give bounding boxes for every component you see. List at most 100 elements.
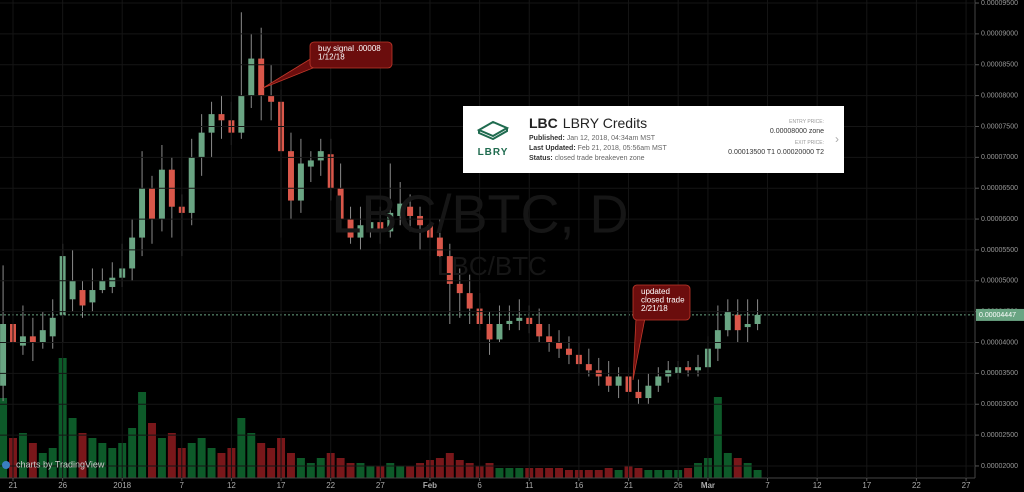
- volume-bar: [743, 463, 752, 478]
- x-tick-label: 2018: [113, 481, 131, 490]
- candle-body: [317, 151, 324, 161]
- logo-icon: [476, 120, 510, 141]
- volume-bar: [316, 458, 325, 478]
- volume-bar: [148, 423, 156, 478]
- candle-body: [109, 277, 116, 287]
- y-tick-label: 0.00002500: [981, 432, 1018, 439]
- volume-bar: [366, 466, 375, 478]
- volume-bar: [167, 433, 176, 478]
- volume-bar: [356, 463, 365, 478]
- volume-bar: [555, 468, 564, 478]
- candle-body: [436, 237, 443, 257]
- volume-bar: [386, 463, 395, 478]
- x-tick-label: 17: [862, 481, 871, 490]
- candle-body: [714, 330, 721, 349]
- candle-body: [754, 314, 761, 324]
- x-tick-label: Feb: [423, 481, 437, 490]
- x-tick-label: Mar: [701, 481, 715, 490]
- candle-body: [238, 95, 245, 133]
- logo: LBRY: [471, 116, 515, 158]
- volume-bar: [733, 458, 742, 478]
- x-tick-label: 21: [9, 481, 18, 490]
- volume-bar: [237, 418, 246, 478]
- volume-bar: [157, 438, 166, 478]
- candle-body: [615, 376, 622, 386]
- card-arrow: ›: [835, 132, 839, 146]
- last-price-label: 0.00004447: [979, 312, 1016, 319]
- candle-body: [158, 169, 165, 220]
- annotation-text: 1/12/18: [318, 53, 345, 62]
- y-tick-label: 0.00002000: [981, 463, 1018, 470]
- watermark-sub: LBC/BTC: [437, 251, 547, 281]
- y-tick-label: 0.00007000: [981, 154, 1018, 161]
- candle-body: [417, 215, 424, 226]
- volume-bar: [535, 468, 544, 478]
- volume-bar: [406, 466, 415, 478]
- candle-body: [744, 323, 751, 328]
- candle-body: [556, 342, 563, 349]
- y-tick-label: 0.00004000: [981, 339, 1018, 346]
- volume-bar: [495, 468, 504, 478]
- candle-body: [288, 151, 294, 201]
- symbol: LBC: [529, 115, 558, 131]
- candle-body: [208, 114, 215, 133]
- updated-label: Last Updated:: [529, 145, 576, 152]
- x-tick-label: 27: [376, 481, 385, 490]
- candle-body: [506, 320, 513, 324]
- volume-bar: [505, 468, 514, 478]
- candle-body: [536, 323, 543, 337]
- x-tick-label: 7: [180, 481, 185, 490]
- volume-bar: [247, 433, 256, 478]
- volume-bar: [88, 438, 97, 478]
- candle-body: [139, 188, 146, 238]
- volume-bar: [634, 468, 643, 478]
- candle-body: [29, 336, 36, 343]
- candle-body: [645, 385, 652, 399]
- candle-body: [19, 336, 26, 346]
- candle-body: [258, 58, 265, 96]
- published-label: Published:: [529, 135, 565, 142]
- annotation-box: [309, 41, 393, 69]
- candle-body: [397, 203, 404, 216]
- volume-bar: [396, 466, 405, 478]
- candle-body: [605, 376, 612, 386]
- candle-body: [695, 367, 701, 371]
- candle-body: [367, 222, 374, 229]
- exit-label: EXIT PRICE:: [794, 140, 824, 146]
- y-tick-label: 0.00003500: [981, 370, 1018, 377]
- updated: Feb 21, 2018, 05:56am MST: [577, 145, 667, 152]
- candle-body: [387, 212, 394, 232]
- y-tick-label: 0.00003000: [981, 401, 1018, 408]
- volume-bar: [416, 463, 425, 478]
- volume-bar: [207, 448, 216, 478]
- candle-body: [685, 367, 692, 371]
- y-tick-label: 0.00006500: [981, 185, 1018, 192]
- volume-bar: [594, 470, 603, 478]
- candle-body: [129, 237, 136, 269]
- volume-bar: [187, 443, 196, 478]
- entry-price: 0.00008000 zone: [769, 128, 824, 135]
- candle-body: [149, 188, 155, 220]
- status: closed trade breakeven zone: [554, 155, 645, 162]
- annotation-pointer: [632, 317, 646, 381]
- card-prices: ENTRY PRICE: 0.00008000 zone EXIT PRICE:…: [728, 118, 824, 157]
- candle-body: [248, 58, 255, 96]
- status-label: Status:: [529, 155, 553, 162]
- candle-body: [49, 317, 56, 337]
- x-tick-label: 22: [912, 481, 921, 490]
- info-card[interactable]: LBRY LBC LBRY Credits Published: Jan 12, …: [463, 106, 844, 173]
- annotation-box: [632, 284, 691, 321]
- volume-bar: [435, 458, 444, 478]
- coin-name: LBRY Credits: [562, 115, 648, 131]
- candle-body: [446, 256, 453, 284]
- x-tick-label: 6: [477, 481, 482, 490]
- volume-bar: [267, 448, 276, 478]
- card-details: LBC LBRY Credits Published: Jan 12, 2018,…: [529, 114, 667, 164]
- candle-body: [466, 293, 473, 309]
- volume-bar: [296, 458, 305, 478]
- logo-text: LBRY: [477, 147, 509, 158]
- candle-body: [724, 311, 731, 331]
- volume-bar: [465, 463, 474, 478]
